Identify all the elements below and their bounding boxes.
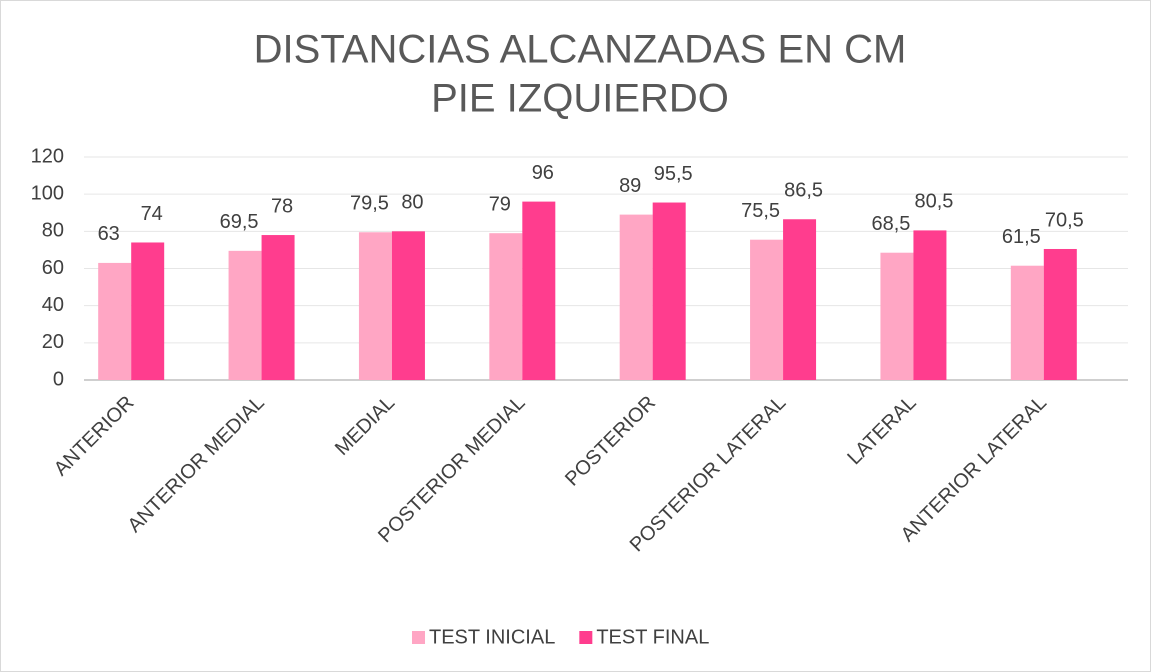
y-tick-label: 0 [53,368,64,390]
value-label: 95,5 [654,163,693,185]
value-label: 70,5 [1045,209,1084,231]
bar [261,235,295,380]
legend-label: TEST FINAL [596,626,709,648]
value-label: 89 [619,175,641,197]
bar [880,252,914,380]
legend-label: TEST INICIAL [429,626,555,648]
bar [1010,265,1044,380]
chart-title: DISTANCIAS ALCANZADAS EN CM [254,28,907,72]
value-label: 69,5 [220,211,259,233]
value-label: 61,5 [1002,226,1041,248]
value-label: 75,5 [741,200,780,222]
value-label: 63 [98,223,120,245]
bar [228,250,262,380]
y-tick-label: 40 [42,294,64,316]
bar [131,242,165,380]
bar [619,214,653,380]
y-tick-label: 120 [31,145,64,167]
value-label: 96 [532,162,554,184]
y-tick-label: 80 [42,220,64,242]
bar [652,202,686,380]
bar [98,262,132,380]
bar [750,239,784,380]
bar [358,232,392,380]
value-label: 68,5 [871,213,910,235]
value-label: 79 [489,193,511,215]
value-label: 74 [141,203,163,225]
chart-title: PIE IZQUIERDO [431,77,729,121]
bar [913,230,947,380]
bar [489,233,523,380]
value-label: 86,5 [784,180,823,202]
value-label: 79,5 [350,193,389,215]
y-tick-label: 20 [42,331,64,353]
y-tick-label: 100 [31,182,64,204]
legend-swatch [579,631,593,644]
bar [1043,248,1077,380]
value-label: 80 [401,192,423,214]
bar [783,219,817,380]
legend-swatch [412,631,425,644]
bar [391,231,425,380]
value-label: 80,5 [914,191,953,213]
value-label: 78 [271,195,293,217]
y-tick-label: 60 [42,257,64,279]
bar [522,201,556,380]
